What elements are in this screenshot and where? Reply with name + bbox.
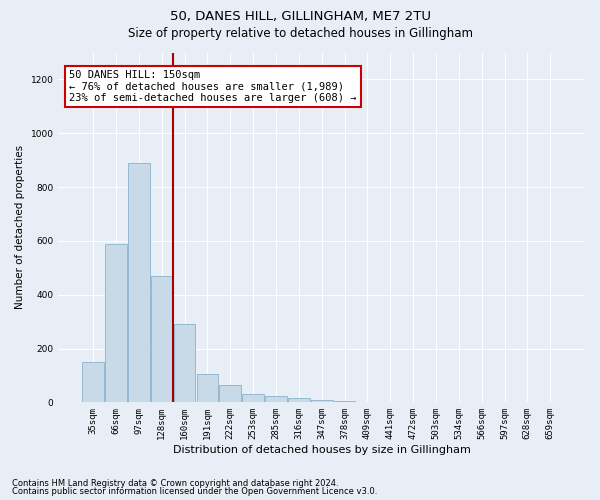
Bar: [128, 163, 150, 402]
Bar: [197, 374, 218, 402]
Bar: [334, 401, 355, 402]
Bar: [220, 385, 241, 402]
Bar: [82, 362, 104, 403]
Bar: [242, 394, 264, 402]
Text: 50, DANES HILL, GILLINGHAM, ME7 2TU: 50, DANES HILL, GILLINGHAM, ME7 2TU: [170, 10, 431, 23]
Bar: [265, 396, 287, 402]
Text: Contains public sector information licensed under the Open Government Licence v3: Contains public sector information licen…: [12, 487, 377, 496]
Y-axis label: Number of detached properties: Number of detached properties: [15, 146, 25, 310]
Bar: [105, 244, 127, 402]
Bar: [288, 398, 310, 402]
Text: 50 DANES HILL: 150sqm
← 76% of detached houses are smaller (1,989)
23% of semi-d: 50 DANES HILL: 150sqm ← 76% of detached …: [69, 70, 356, 103]
Bar: [174, 324, 196, 402]
X-axis label: Distribution of detached houses by size in Gillingham: Distribution of detached houses by size …: [173, 445, 470, 455]
Bar: [151, 276, 173, 402]
Text: Size of property relative to detached houses in Gillingham: Size of property relative to detached ho…: [128, 28, 473, 40]
Bar: [311, 400, 332, 402]
Text: Contains HM Land Registry data © Crown copyright and database right 2024.: Contains HM Land Registry data © Crown c…: [12, 478, 338, 488]
